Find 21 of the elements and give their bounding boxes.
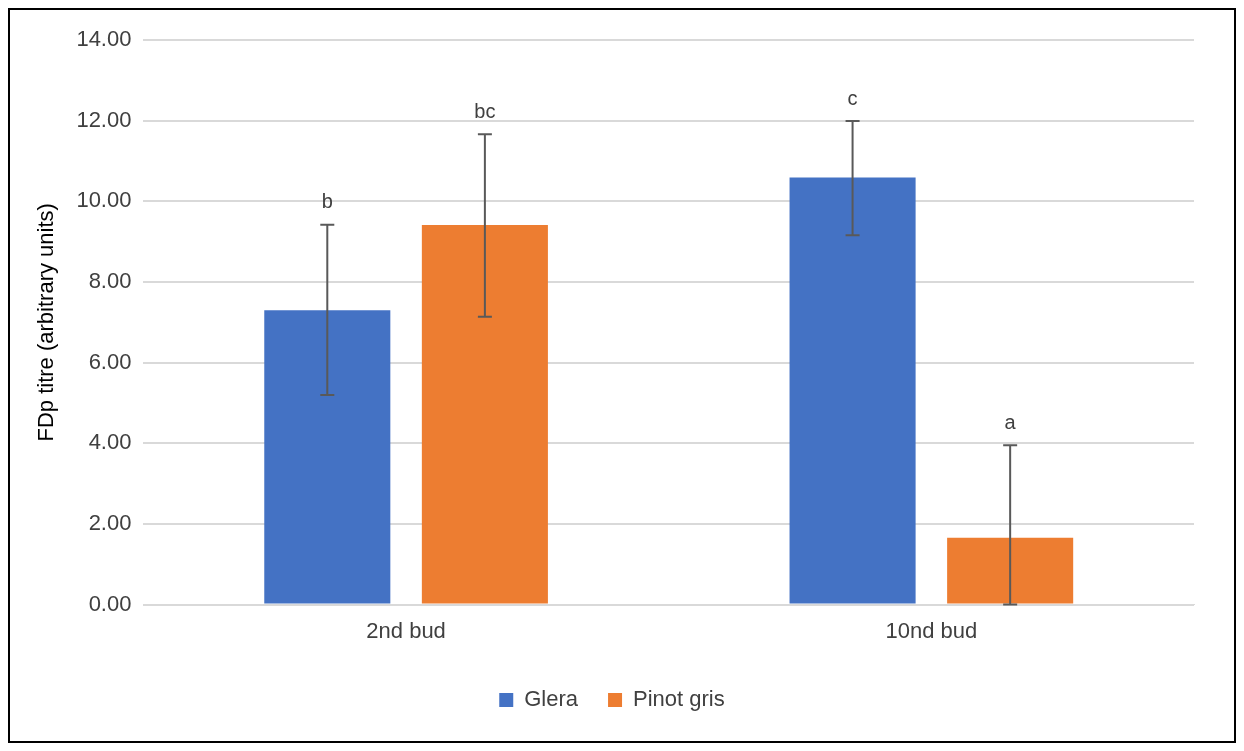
legend-label: Pinot gris bbox=[633, 686, 725, 712]
x-tick-label: 10nd bud bbox=[885, 617, 978, 643]
y-tick-label: 10.00 bbox=[76, 187, 132, 213]
y-tick-label: 8.00 bbox=[88, 268, 132, 294]
annotation: bc bbox=[474, 99, 496, 122]
bar bbox=[421, 225, 548, 604]
y-tick-label: 4.00 bbox=[88, 429, 132, 455]
y-tick-label: 12.00 bbox=[76, 106, 132, 132]
legend-label: Glera bbox=[524, 686, 579, 712]
y-tick-label: 2.00 bbox=[88, 510, 132, 536]
bar bbox=[264, 310, 391, 604]
annotation: a bbox=[1004, 410, 1017, 433]
annotation: c bbox=[847, 86, 858, 109]
y-axis-title: FDp titre (arbitrary units) bbox=[33, 203, 59, 442]
annotation: b bbox=[321, 190, 333, 213]
y-tick-label: 6.00 bbox=[88, 348, 132, 374]
bar bbox=[947, 537, 1074, 604]
x-tick-label: 2nd bud bbox=[366, 617, 446, 643]
bar bbox=[789, 177, 916, 604]
y-tick-label: 14.00 bbox=[76, 26, 132, 52]
y-tick-label: 0.00 bbox=[88, 590, 132, 616]
